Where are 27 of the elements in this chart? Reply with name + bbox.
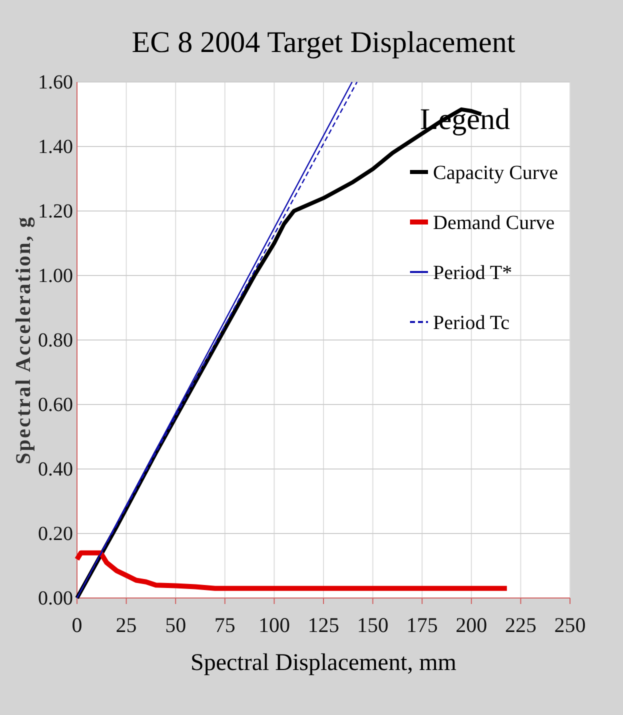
x-tick-label: 225	[504, 613, 536, 638]
chart-title: EC 8 2004 Target Displacement	[132, 26, 516, 59]
legend-label: Period T*	[433, 262, 512, 284]
y-axis-title: Spectral Acceleration, g	[11, 216, 35, 464]
legend-label: Period Tc	[433, 312, 510, 334]
y-tick-label: 0.20	[38, 522, 73, 545]
y-tick-label: 1.00	[38, 264, 73, 287]
x-tick-label: 200	[456, 613, 488, 638]
y-tick-label: 0.60	[38, 394, 73, 416]
x-tick-label: 150	[357, 613, 389, 638]
x-tick-label: 250	[554, 613, 586, 638]
legend-label: Demand Curve	[433, 212, 555, 234]
x-tick-label: 125	[308, 613, 340, 638]
x-tick-label: 100	[258, 613, 290, 638]
x-tick-label: 0	[72, 613, 82, 638]
y-tick-label: 0.80	[38, 329, 73, 352]
legend-label: Capacity Curve	[433, 162, 558, 184]
y-tick-label: 1.40	[38, 136, 73, 158]
y-tick-label: 1.60	[38, 71, 73, 94]
x-axis-title: Spectral Displacement, mm	[190, 650, 457, 676]
y-tick-label: 0.00	[38, 587, 73, 610]
x-tick-label: 25	[116, 613, 137, 638]
y-tick-label: 0.40	[38, 458, 73, 480]
x-tick-label: 175	[406, 613, 438, 638]
x-tick-label: 50	[165, 613, 186, 638]
x-tick-label: 75	[214, 613, 236, 638]
y-tick-label: 1.20	[38, 200, 73, 222]
